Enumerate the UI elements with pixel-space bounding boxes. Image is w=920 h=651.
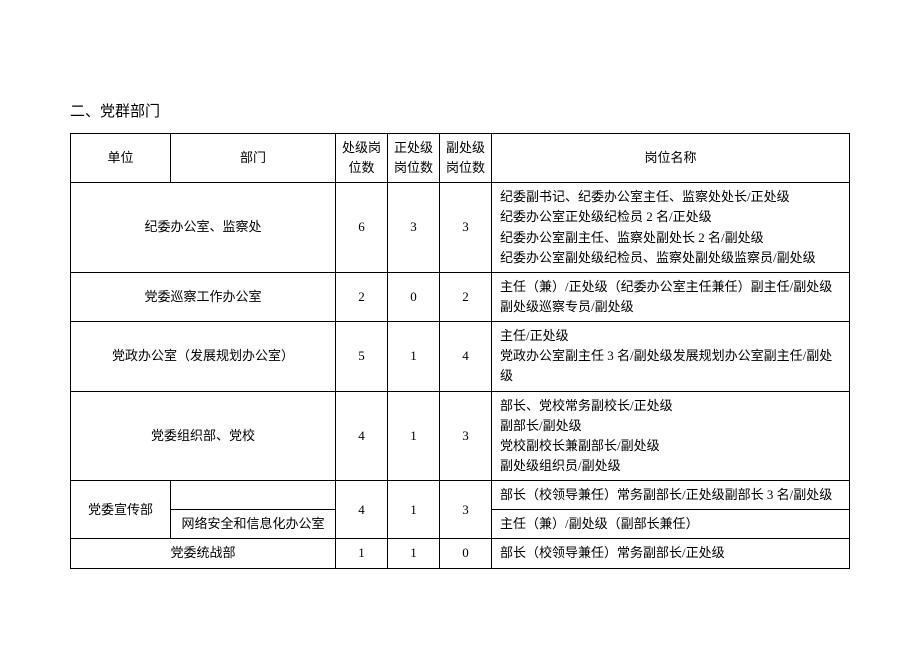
- desc-line: 副处级巡察专员/副处级: [500, 297, 843, 317]
- header-count1: 处级岗位数: [336, 134, 388, 183]
- cell-dept: 党委组织部、党校: [71, 391, 336, 481]
- table-row: 党政办公室（发展规划办公室） 5 1 4 主任/正处级 党政办公室副主任 3 名…: [71, 322, 850, 391]
- cell-c3: 3: [440, 391, 492, 481]
- cell-c2: 1: [388, 539, 440, 568]
- cell-c3: 4: [440, 322, 492, 391]
- cell-c2: 1: [388, 391, 440, 481]
- cell-c2: 1: [388, 481, 440, 539]
- cell-dept-sub: 网络安全和信息化办公室: [171, 510, 336, 539]
- cell-c1: 5: [336, 322, 388, 391]
- desc-line: 副部长/副处级: [500, 416, 843, 436]
- cell-desc: 主任（兼）/副处级（副部长兼任）: [492, 510, 850, 539]
- cell-c1: 4: [336, 481, 388, 539]
- table-row: 党委统战部 1 1 0 部长（校领导兼任）常务副部长/正处级: [71, 539, 850, 568]
- table-row: 纪委办公室、监察处 6 3 3 纪委副书记、纪委办公室主任、监察处处长/正处级 …: [71, 183, 850, 273]
- cell-c1: 4: [336, 391, 388, 481]
- cell-c3: 0: [440, 539, 492, 568]
- cell-desc: 纪委副书记、纪委办公室主任、监察处处长/正处级 纪委办公室正处级纪检员 2 名/…: [492, 183, 850, 273]
- header-desc: 岗位名称: [492, 134, 850, 183]
- section-title: 二、党群部门: [70, 100, 850, 121]
- cell-unit: 党委宣传部: [71, 481, 171, 539]
- cell-dept: 党委巡察工作办公室: [71, 272, 336, 321]
- cell-dept: 党政办公室（发展规划办公室）: [71, 322, 336, 391]
- desc-line: 纪委办公室正处级纪检员 2 名/正处级: [500, 207, 843, 227]
- desc-line: 主任/正处级: [500, 326, 843, 346]
- cell-desc: 部长、党校常务副校长/正处级 副部长/副处级 党校副校长兼副部长/副处级 副处级…: [492, 391, 850, 481]
- desc-line: 部长（校领导兼任）常务副部长/正处级副部长 3 名/副处级: [500, 485, 843, 505]
- cell-c2: 3: [388, 183, 440, 273]
- cell-c1: 2: [336, 272, 388, 321]
- header-count3: 副处级岗位数: [440, 134, 492, 183]
- cell-c3: 2: [440, 272, 492, 321]
- cell-desc: 主任/正处级 党政办公室副主任 3 名/副处级发展规划办公室副主任/副处级: [492, 322, 850, 391]
- cell-c1: 6: [336, 183, 388, 273]
- cell-desc: 部长（校领导兼任）常务副部长/正处级: [492, 539, 850, 568]
- desc-line: 党校副校长兼副部长/副处级: [500, 436, 843, 456]
- desc-line: 纪委办公室副主任、监察处副处长 2 名/副处级: [500, 228, 843, 248]
- cell-c3: 3: [440, 481, 492, 539]
- org-table: 单位 部门 处级岗位数 正处级岗位数 副处级岗位数 岗位名称 纪委办公室、监察处…: [70, 133, 850, 569]
- header-dept: 部门: [171, 134, 336, 183]
- desc-line: 纪委副书记、纪委办公室主任、监察处处长/正处级: [500, 187, 843, 207]
- desc-line: 党政办公室副主任 3 名/副处级发展规划办公室副主任/副处级: [500, 346, 843, 386]
- desc-line: 主任（兼）/副处级（副部长兼任）: [500, 514, 843, 534]
- cell-desc: 部长（校领导兼任）常务副部长/正处级副部长 3 名/副处级: [492, 481, 850, 510]
- table-header-row: 单位 部门 处级岗位数 正处级岗位数 副处级岗位数 岗位名称: [71, 134, 850, 183]
- cell-dept-empty: [171, 481, 336, 510]
- desc-line: 副处级组织员/副处级: [500, 456, 843, 476]
- cell-c3: 3: [440, 183, 492, 273]
- desc-line: 部长（校领导兼任）常务副部长/正处级: [500, 543, 843, 563]
- header-count2: 正处级岗位数: [388, 134, 440, 183]
- desc-line: 部长、党校常务副校长/正处级: [500, 396, 843, 416]
- desc-line: 纪委办公室副处级纪检员、监察处副处级监察员/副处级: [500, 248, 843, 268]
- cell-c2: 1: [388, 322, 440, 391]
- desc-line: 主任（兼）/正处级（纪委办公室主任兼任）副主任/副处级: [500, 277, 843, 297]
- cell-c2: 0: [388, 272, 440, 321]
- cell-c1: 1: [336, 539, 388, 568]
- table-row: 党委宣传部 4 1 3 部长（校领导兼任）常务副部长/正处级副部长 3 名/副处…: [71, 481, 850, 510]
- table-row: 党委组织部、党校 4 1 3 部长、党校常务副校长/正处级 副部长/副处级 党校…: [71, 391, 850, 481]
- header-unit: 单位: [71, 134, 171, 183]
- cell-desc: 主任（兼）/正处级（纪委办公室主任兼任）副主任/副处级 副处级巡察专员/副处级: [492, 272, 850, 321]
- cell-dept: 纪委办公室、监察处: [71, 183, 336, 273]
- table-row: 党委巡察工作办公室 2 0 2 主任（兼）/正处级（纪委办公室主任兼任）副主任/…: [71, 272, 850, 321]
- cell-dept: 党委统战部: [71, 539, 336, 568]
